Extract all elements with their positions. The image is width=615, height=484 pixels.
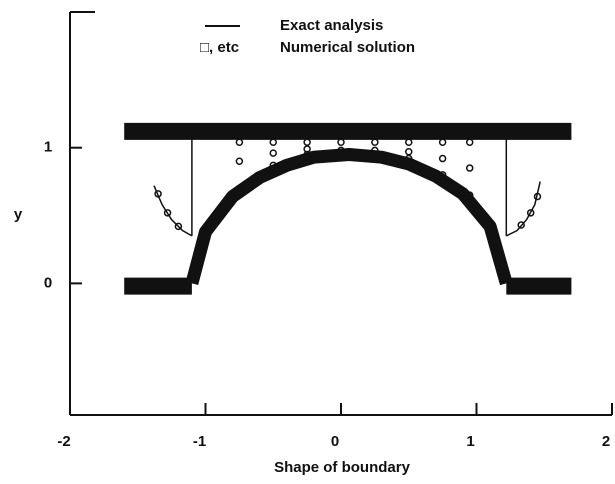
numerical-point: [405, 138, 413, 147]
numerical-point: [269, 149, 277, 157]
x-tick-label: 0: [331, 433, 339, 450]
numerical-point: [465, 164, 474, 172]
numerical-point: [154, 190, 162, 198]
numerical-point: [235, 184, 244, 193]
y-axis-label: y: [14, 206, 23, 223]
y-tick-label: 1: [44, 139, 52, 156]
boundary: [185, 148, 513, 286]
numerical-point: [337, 138, 345, 147]
numerical-point: [303, 138, 311, 147]
numerical-point: [337, 146, 345, 155]
numerical-point: [517, 221, 525, 229]
numerical-point: [438, 138, 447, 147]
x-tick-label: 1: [466, 433, 474, 450]
x-axis-label: Shape of boundary: [274, 459, 411, 476]
legend-marker-label: □, etc: [200, 39, 239, 56]
numerical-point: [235, 157, 244, 166]
numerical-point: [235, 138, 244, 147]
numerical-point: [438, 171, 447, 179]
legend-label: Exact analysis: [280, 17, 383, 34]
numerical-point: [371, 146, 379, 155]
numerical-point: [526, 209, 535, 217]
numerical-point: [163, 209, 172, 217]
numerical-point: [174, 222, 183, 231]
x-tick-label: -1: [193, 433, 206, 450]
numerical-point: [371, 138, 379, 147]
numerical-point: [303, 150, 311, 159]
numerical-point: [465, 138, 474, 147]
numerical-point: [269, 161, 277, 170]
legend-label: Numerical solution: [280, 39, 415, 56]
numerical-point: [465, 191, 474, 199]
y-tick-label: 0: [44, 274, 52, 291]
numerical-point: [269, 138, 277, 147]
numerical-point: [405, 148, 413, 156]
numerical-point: [438, 154, 447, 163]
numerical-point: [533, 192, 542, 201]
x-tick-label: 2: [602, 433, 610, 450]
exact-curve: [153, 138, 541, 237]
numerical-point: [405, 154, 413, 163]
x-tick-label: -2: [57, 433, 70, 450]
